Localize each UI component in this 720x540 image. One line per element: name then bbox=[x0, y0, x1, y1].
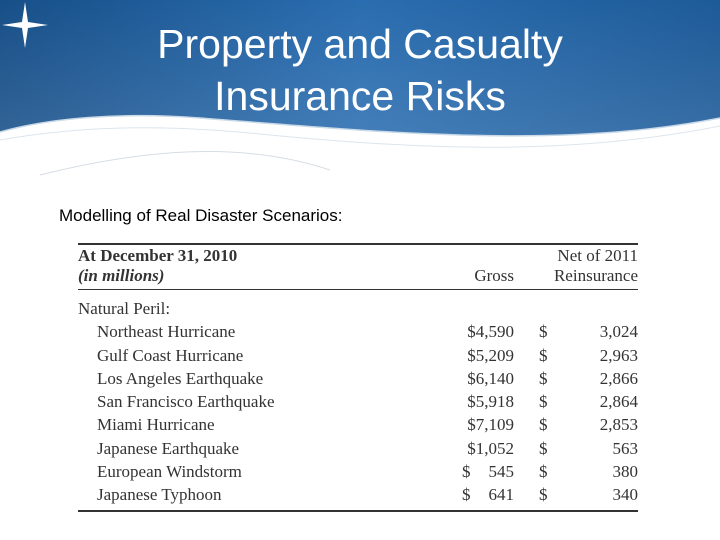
net-value: 2,864 bbox=[599, 392, 638, 412]
gross-value: $4,590 bbox=[467, 322, 514, 342]
header-net-line2: Reinsurance bbox=[553, 266, 638, 285]
gross-value: $5,209 bbox=[467, 345, 514, 365]
sparkle-star-icon bbox=[2, 2, 48, 48]
net-currency-symbol: $ bbox=[539, 322, 548, 342]
table-row: Miami Hurricane $7,109 $2,853 bbox=[78, 413, 638, 436]
header-net-line1: Net of 2011 bbox=[557, 246, 638, 265]
table-header-rule bbox=[78, 289, 638, 290]
table-body: Natural Peril: Northeast Hurricane $4,590… bbox=[78, 290, 638, 510]
table-header: At December 31, 2010 (in millions) Gross… bbox=[78, 245, 638, 289]
gross-value: $7,109 bbox=[467, 415, 514, 435]
peril-name: San Francisco Earthquake bbox=[97, 392, 275, 412]
net-value: 2,866 bbox=[599, 368, 638, 388]
table-row: Japanese Typhoon $641 $340 bbox=[78, 483, 638, 506]
net-value: 563 bbox=[612, 438, 639, 458]
gross-value: $1,052 bbox=[467, 438, 514, 458]
gross-value: $5,918 bbox=[467, 392, 514, 412]
disaster-scenario-table: At December 31, 2010 (in millions) Gross… bbox=[78, 243, 638, 512]
header-gross: Gross bbox=[474, 266, 514, 285]
header-net: Net of 2011 Reinsurance bbox=[554, 246, 638, 286]
slide-title-line1: Property and Casualty bbox=[157, 21, 563, 67]
slide-header-banner: Property and Casualty Insurance Risks bbox=[0, 0, 720, 200]
header-date: At December 31, 2010 bbox=[78, 246, 238, 265]
net-value: 2,963 bbox=[599, 345, 638, 365]
slide-title-line2: Insurance Risks bbox=[214, 73, 506, 119]
group-label: Natural Peril: bbox=[78, 299, 171, 318]
net-value: 3,024 bbox=[599, 322, 638, 342]
peril-name: Japanese Earthquake bbox=[97, 438, 240, 458]
peril-name: Northeast Hurricane bbox=[97, 322, 236, 342]
table-row: Gulf Coast Hurricane $5,209 $2,963 bbox=[78, 344, 638, 367]
gross-currency-symbol: $ bbox=[462, 485, 471, 505]
table-row: Japanese Earthquake $1,052 $563 bbox=[78, 437, 638, 460]
table-bottom-rule bbox=[78, 509, 638, 512]
peril-name: Gulf Coast Hurricane bbox=[97, 345, 244, 365]
header-units: (in millions) bbox=[78, 266, 165, 285]
net-currency-symbol: $ bbox=[539, 345, 548, 365]
table-top-rule bbox=[78, 243, 638, 245]
header-date-cell: At December 31, 2010 (in millions) bbox=[78, 246, 237, 286]
slide-title: Property and Casualty Insurance Risks bbox=[0, 18, 720, 122]
slide-subtitle: Modelling of Real Disaster Scenarios: bbox=[59, 206, 343, 225]
net-currency-symbol: $ bbox=[539, 392, 548, 412]
net-currency-symbol: $ bbox=[539, 415, 548, 435]
table-row: Los Angeles Earthquake $6,140 $2,866 bbox=[78, 367, 638, 390]
gross-value: $6,140 bbox=[467, 368, 514, 388]
gross-value: 545 bbox=[488, 462, 515, 482]
peril-name: Miami Hurricane bbox=[97, 415, 215, 435]
table-row: San Francisco Earthquake $5,918 $2,864 bbox=[78, 390, 638, 413]
table-row: European Windstorm $545 $380 bbox=[78, 460, 638, 483]
net-value: 380 bbox=[612, 462, 639, 482]
net-currency-symbol: $ bbox=[539, 485, 548, 505]
peril-name: Los Angeles Earthquake bbox=[97, 368, 264, 388]
header-wave-background bbox=[0, 0, 720, 176]
net-currency-symbol: $ bbox=[539, 462, 548, 482]
peril-name: European Windstorm bbox=[97, 462, 242, 482]
net-value: 2,853 bbox=[599, 415, 638, 435]
gross-value: 641 bbox=[488, 485, 515, 505]
net-currency-symbol: $ bbox=[539, 368, 548, 388]
peril-name: Japanese Typhoon bbox=[97, 485, 222, 505]
net-value: 340 bbox=[612, 485, 639, 505]
gross-currency-symbol: $ bbox=[462, 462, 471, 482]
table-rows: Northeast Hurricane $4,590 $3,024 Gulf Coas… bbox=[78, 320, 638, 506]
net-currency-symbol: $ bbox=[539, 438, 548, 458]
table-row: Northeast Hurricane $4,590 $3,024 bbox=[78, 320, 638, 343]
